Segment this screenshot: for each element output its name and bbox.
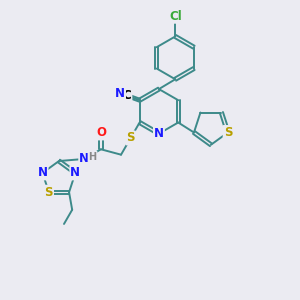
Text: N: N bbox=[154, 127, 164, 140]
Text: N: N bbox=[79, 152, 89, 166]
Text: Cl: Cl bbox=[169, 10, 182, 23]
Text: C: C bbox=[123, 89, 131, 102]
Text: N: N bbox=[38, 167, 47, 179]
Text: S: S bbox=[224, 126, 232, 139]
Text: O: O bbox=[96, 127, 106, 140]
Text: N: N bbox=[70, 167, 80, 179]
Text: S: S bbox=[45, 186, 53, 199]
Text: S: S bbox=[126, 131, 135, 145]
Text: N: N bbox=[115, 87, 125, 100]
Text: H: H bbox=[88, 152, 97, 162]
